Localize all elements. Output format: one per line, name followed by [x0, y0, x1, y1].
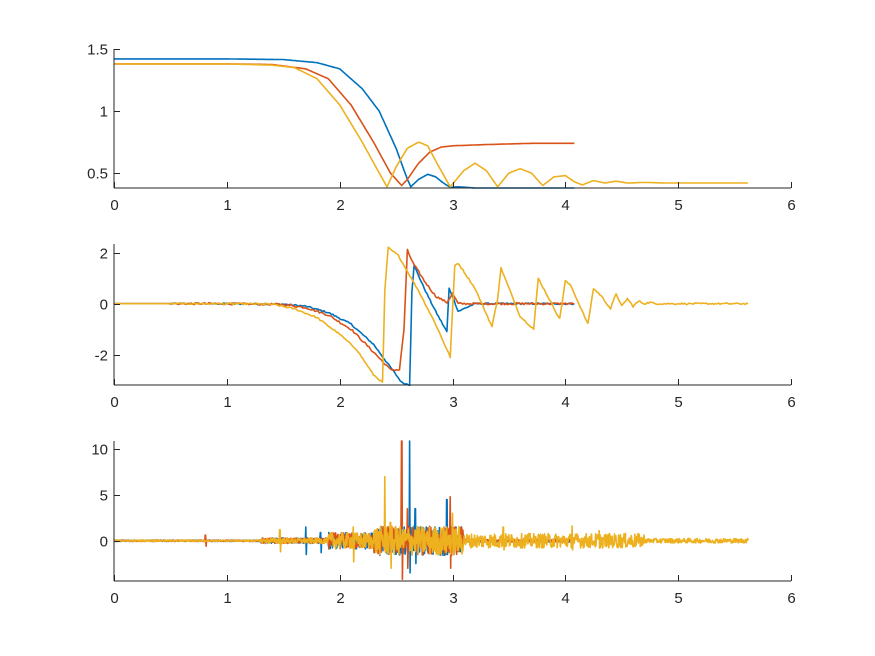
x-tick-label: 2	[336, 590, 344, 607]
line-series3	[114, 246, 749, 383]
y-tick-label: 5	[100, 488, 108, 505]
y-tick-label: 10	[91, 442, 108, 459]
x-tick-label: 5	[674, 394, 682, 411]
x-tick-label: 6	[787, 197, 795, 214]
y-tick-label: -2	[95, 348, 108, 365]
y-tick-label: 0	[100, 534, 108, 551]
subplot-velocity: 0 1 2 3 4 5 6 -2 0 2	[95, 244, 796, 411]
x-tick-label: 3	[449, 590, 457, 607]
x-tick-label: 3	[449, 197, 457, 214]
x-tick-label: 5	[674, 197, 682, 214]
x-tick-label: 2	[336, 394, 344, 411]
subplot-acceleration: 0 1 2 3 4 5 6 0 5 10	[91, 440, 796, 607]
x-tick-label: 0	[110, 197, 118, 214]
x-tick-label: 1	[223, 394, 231, 411]
plot-area	[114, 246, 749, 386]
x-tick-label: 4	[561, 197, 569, 214]
line-series2	[114, 248, 575, 372]
x-tick-label: 0	[110, 394, 118, 411]
x-tick-label: 2	[336, 197, 344, 214]
x-tick-label: 6	[787, 590, 795, 607]
plot-area	[114, 440, 749, 581]
x-tick-label: 0	[110, 590, 118, 607]
y-tick-label: 2	[100, 246, 108, 263]
y-tick-label: 0	[100, 297, 108, 314]
line-series3	[114, 475, 749, 570]
y-tick-label: 1.5	[87, 42, 108, 59]
x-tick-label: 6	[787, 394, 795, 411]
x-tick-label: 4	[561, 590, 569, 607]
x-tick-label: 1	[223, 197, 231, 214]
x-tick-label: 1	[223, 590, 231, 607]
x-tick-label: 5	[674, 590, 682, 607]
x-tick-label: 4	[561, 394, 569, 411]
x-tick-label: 3	[449, 394, 457, 411]
line-series3	[114, 63, 749, 188]
subplot-position: 0 1 2 3 4 5 6 0.5 1 1.5	[87, 42, 796, 215]
y-tick-label: 1	[100, 104, 108, 121]
y-tick-label: 0.5	[87, 166, 108, 183]
